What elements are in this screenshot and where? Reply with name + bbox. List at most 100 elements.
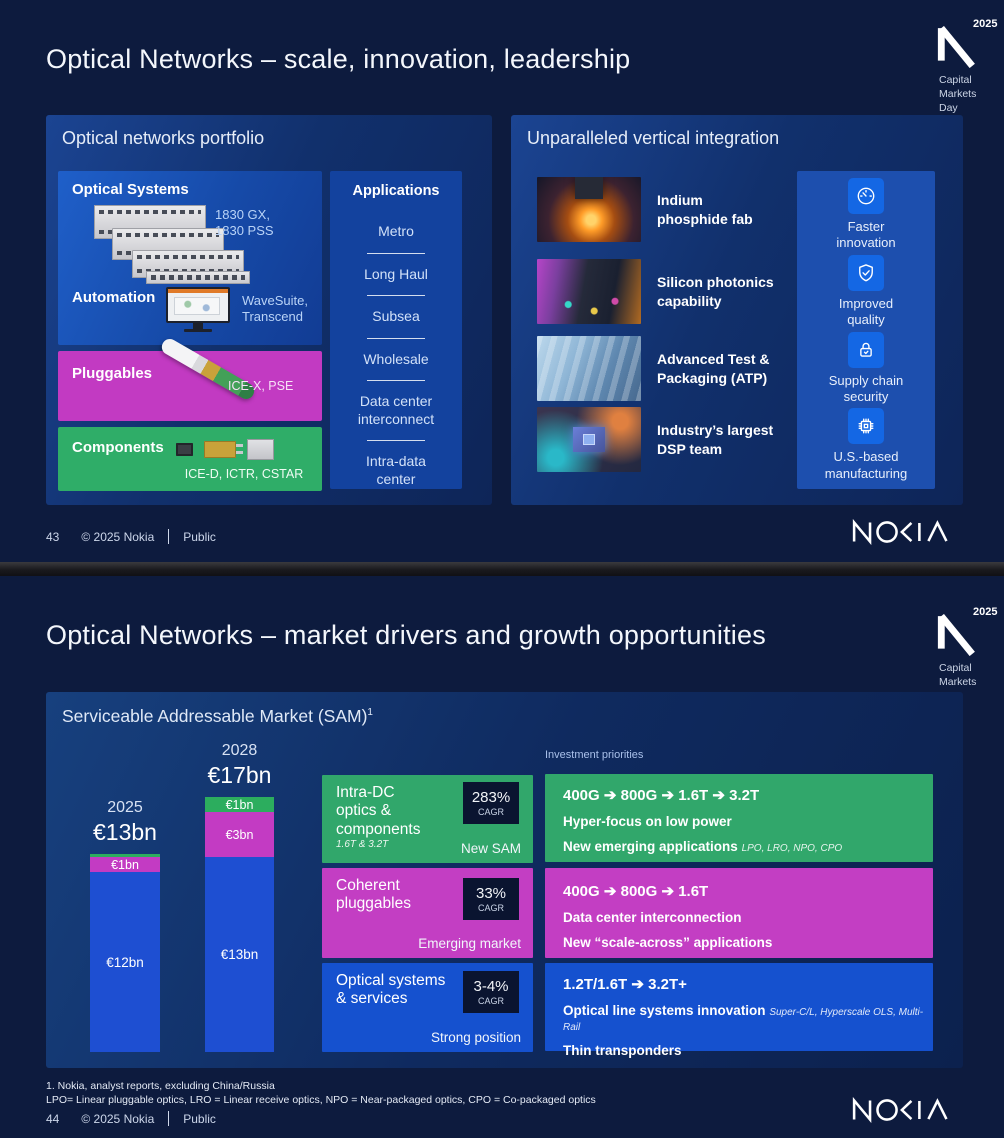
pluggables-products: ICE-X, PSE — [228, 379, 294, 393]
integration-row: Silicon photonics capability — [537, 259, 797, 324]
benefit-label: Supply chain security — [828, 372, 904, 404]
divider — [367, 337, 425, 339]
divider — [367, 440, 425, 441]
priority-line: Thin transponders — [563, 1043, 682, 1058]
slide-title: Optical Networks – scale, innovation, le… — [46, 44, 631, 74]
nokia-logo — [852, 1097, 948, 1123]
nokia-arrow-icon — [937, 26, 975, 68]
cmd-year: 2025 — [973, 18, 998, 30]
speed-roadmap: 400G ➔ 800G ➔ 1.6T ➔ 3.2T — [563, 787, 760, 804]
automation-label: Automation — [72, 289, 156, 306]
market-position: New SAM — [460, 841, 521, 856]
icon-tile — [848, 178, 884, 215]
divider — [367, 295, 425, 296]
slide-43: Optical Networks – scale, innovation, le… — [0, 0, 1004, 562]
integration-row: Indium phosphide fab — [537, 177, 797, 242]
cmd-year: 2025 — [973, 606, 998, 618]
cmd-label: Capital Markets Day — [939, 74, 977, 114]
priority-note: Super-C/L, Hyperscale OLS, Multi-Rail — [563, 1007, 924, 1033]
component-chip-image — [176, 443, 193, 456]
application-item: Metro — [378, 223, 414, 239]
optical-systems-label: Optical Systems — [72, 181, 189, 198]
cagr-box: 33% CAGR — [463, 878, 519, 920]
speed-roadmap: 400G ➔ 800G ➔ 1.6T — [563, 883, 709, 900]
benefit-item: Improved quality — [838, 254, 894, 329]
sam-title: Serviceable Addressable Market (SAM)1 — [62, 706, 373, 727]
integration-row-label: Indium phosphide fab — [657, 192, 753, 227]
benefit-label: Faster innovation — [836, 219, 896, 251]
cagr-value: 33% — [475, 885, 507, 902]
nokia-arrow-icon — [937, 614, 975, 656]
capital-markets-day-logo: 2025 Capital Markets Day — [933, 600, 1001, 702]
component-images — [176, 439, 274, 460]
market-position: Strong position — [430, 1030, 521, 1045]
benefit-label: U.S.-based manufacturing — [824, 449, 908, 481]
market-position: Emerging market — [418, 936, 521, 951]
optical-systems-hardware-image — [94, 205, 254, 285]
integration-row-label: Silicon photonics capability — [657, 274, 774, 309]
nokia-logo — [852, 519, 948, 545]
components-label: Components — [72, 439, 164, 456]
copyright: © 2025 Nokia — [81, 1111, 155, 1126]
monitor-base — [184, 329, 212, 332]
bar-segment-systems: €13bn — [205, 857, 274, 1052]
priority-line: New emerging applications LPO, LRO, NPO,… — [563, 839, 933, 854]
gauge-icon — [857, 187, 875, 205]
segment-box-pluggables: Coherent pluggables 33% CAGR Emerging ma… — [322, 868, 533, 958]
application-item: Intra-data center — [366, 453, 426, 487]
page-number: 43 — [46, 529, 60, 544]
pluggables-box: Pluggables ICE-X, PSE — [58, 336, 322, 421]
sam-panel: Serviceable Addressable Market (SAM)1 20… — [46, 692, 963, 1068]
dsp-chip-photo — [537, 407, 641, 472]
segment-subtitle: 1.6T & 3.2T — [336, 839, 389, 850]
capital-markets-day-logo: 2025 Capital Markets Day — [933, 12, 1001, 114]
shield-check-icon — [859, 264, 873, 282]
bar-segment-intra-dc: €1bn — [205, 797, 274, 812]
bar-segment-pluggables: €1bn — [90, 857, 160, 872]
monitor-screen — [168, 289, 228, 321]
priority-text: Optical line systems innovation — [563, 1003, 766, 1018]
bar-year-label: 2028 — [221, 742, 258, 759]
monitor-stand — [193, 323, 203, 329]
divider — [168, 529, 170, 544]
components-products: ICE-D, ICTR, CSTAR — [184, 467, 304, 481]
benefit-item: Faster innovation — [836, 178, 896, 252]
bar-total-label: €17bn — [207, 762, 272, 788]
chip-graphic — [573, 427, 605, 452]
benefit-item: Supply chain security — [828, 331, 904, 406]
segment-box-systems: Optical systems & services 3-4% CAGR Str… — [322, 963, 533, 1052]
divider — [168, 1111, 170, 1126]
integration-row-label: Advanced Test & Packaging (ATP) — [657, 351, 770, 386]
slide-footer: 43 © 2025 Nokia Public — [46, 529, 216, 544]
systems-products: 1830 GX, 1830 PSS — [215, 207, 274, 239]
speed-roadmap: 1.2T/1.6T ➔ 3.2T+ — [563, 976, 687, 993]
divider — [367, 380, 425, 381]
cagr-box: 283% CAGR — [463, 782, 519, 824]
segment-title: Intra-DC optics & components — [336, 784, 421, 838]
components-box: Components ICE-D, ICTR, CSTAR — [58, 427, 322, 491]
indium-phosphide-fab-photo — [537, 177, 641, 242]
application-item: Subsea — [372, 308, 420, 324]
benefit-label: Improved quality — [838, 295, 894, 328]
investment-box-pluggables: 400G ➔ 800G ➔ 1.6T Data center interconn… — [545, 868, 933, 958]
cagr-label: CAGR — [477, 903, 504, 913]
bar-segment-systems: €12bn — [90, 872, 160, 1052]
cagr-label: CAGR — [477, 807, 504, 817]
sam-title-text: Serviceable Addressable Market (SAM) — [62, 706, 368, 726]
visibility-label: Public — [183, 529, 216, 544]
segment-title: Optical systems & services — [336, 972, 446, 1008]
page-number: 44 — [46, 1111, 60, 1126]
footnote-abbreviations: LPO= Linear pluggable optics, LRO = Line… — [46, 1094, 596, 1106]
cagr-label: CAGR — [477, 996, 504, 1006]
application-item: Long Haul — [364, 265, 428, 282]
priority-line: Data center interconnection — [563, 910, 742, 925]
investment-priorities-header: Investment priorities — [545, 749, 644, 761]
vertical-integration-title: Unparalleled vertical integration — [527, 128, 780, 148]
slide-footer: 44 © 2025 Nokia Public — [46, 1111, 216, 1126]
automation-monitor-image — [166, 287, 230, 333]
priority-text: New emerging applications — [563, 839, 738, 854]
priority-line: Hyper-focus on low power — [563, 814, 732, 829]
application-item: Wholesale — [363, 350, 429, 367]
priority-note: LPO, LRO, NPO, CPO — [741, 843, 843, 854]
bar-segment-pluggables: €3bn — [205, 812, 274, 857]
